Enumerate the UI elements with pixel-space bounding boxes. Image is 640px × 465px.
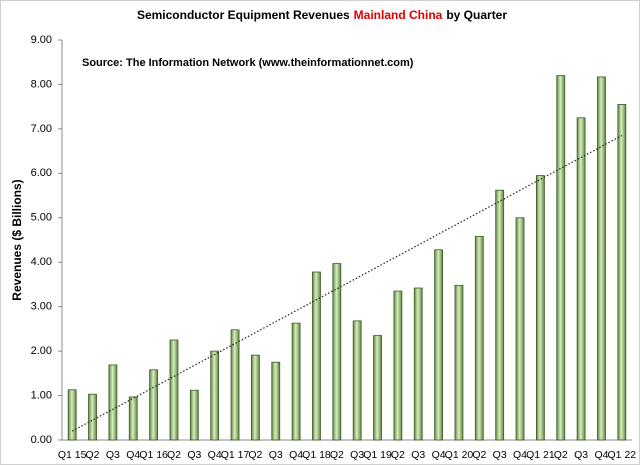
bar <box>495 189 505 441</box>
bar <box>108 364 118 441</box>
y-tick-label: 2.00 <box>31 345 52 357</box>
x-tick-label: Q2 <box>391 449 405 461</box>
bar <box>67 389 77 441</box>
x-tick-label: Q4 <box>594 449 608 461</box>
bar <box>597 76 606 441</box>
bar <box>291 322 301 441</box>
bar <box>250 354 260 441</box>
y-tick-label: 0.00 <box>31 434 52 446</box>
x-tick-label: Q3 <box>350 449 364 461</box>
x-tick-label: Q1 18 <box>302 449 331 461</box>
x-tick-label: Q3 <box>493 449 507 461</box>
x-tick-label: Q3 <box>411 449 425 461</box>
x-tick-label: Q1 22 <box>608 449 637 461</box>
x-tick-label: Q4 <box>432 449 446 461</box>
title-part: by Quarter <box>446 8 507 22</box>
bar <box>271 361 281 441</box>
title-part: Mainland China <box>354 8 443 22</box>
bar <box>210 350 220 441</box>
bar <box>230 329 240 441</box>
x-tick-label: Q1 15 <box>58 449 87 461</box>
bar <box>515 217 525 441</box>
bar <box>352 320 362 441</box>
annotation: Source: The Information Network (www.the… <box>82 57 414 69</box>
bar <box>454 284 464 441</box>
x-tick-label: Q1 17 <box>221 449 250 461</box>
bar <box>393 290 403 441</box>
y-tick-label: 7.00 <box>31 123 52 135</box>
title-part: Semiconductor Equipment Revenues <box>137 8 350 22</box>
bar <box>617 104 627 441</box>
bar <box>576 117 586 441</box>
y-tick-label: 1.00 <box>31 389 52 401</box>
x-tick-label: Q1 16 <box>139 449 168 461</box>
x-tick-label: Q2 <box>248 449 262 461</box>
x-tick-label: Q4 <box>289 449 303 461</box>
bar <box>189 389 199 441</box>
y-tick-label: 3.00 <box>31 301 52 313</box>
x-tick-label: Q2 <box>167 449 181 461</box>
x-tick-label: Q4 <box>208 449 222 461</box>
chart-title: Semiconductor Equipment Revenues Mainland… <box>137 8 507 22</box>
y-axis-label: Revenues ($ Billions) <box>10 179 24 300</box>
x-tick-label: Q3 <box>106 449 120 461</box>
x-tick-label: Q3 <box>187 449 201 461</box>
x-tick-label: Q1 21 <box>526 449 555 461</box>
x-tick-label: Q3 <box>269 449 283 461</box>
y-tick-label: 9.00 <box>31 34 52 46</box>
bar <box>474 236 484 441</box>
y-tick-label: 8.00 <box>31 78 52 90</box>
bar <box>149 369 159 441</box>
y-tick-label: 5.00 <box>31 212 52 224</box>
bar <box>88 393 97 441</box>
trendline <box>71 135 623 432</box>
bar <box>535 175 545 441</box>
x-tick-label: Q4 <box>126 449 140 461</box>
x-tick-label: Q2 <box>330 449 344 461</box>
x-tick-label: Q2 <box>472 449 486 461</box>
x-tick-label: Q3 <box>574 449 588 461</box>
bar <box>373 335 382 441</box>
x-tick-label: Q2 <box>86 449 100 461</box>
y-tick-label: 4.00 <box>31 256 52 268</box>
bar <box>413 287 423 441</box>
x-tick-label: Q1 19 <box>363 449 392 461</box>
bar <box>312 271 321 441</box>
bar <box>332 263 342 441</box>
bar <box>556 75 566 441</box>
x-tick-label: Q4 <box>513 449 527 461</box>
y-tick-label: 6.00 <box>31 167 52 179</box>
bar <box>169 339 179 441</box>
bar <box>128 396 138 441</box>
x-tick-label: Q2 <box>554 449 568 461</box>
bar <box>434 249 444 441</box>
x-tick-label: Q1 20 <box>445 449 474 461</box>
